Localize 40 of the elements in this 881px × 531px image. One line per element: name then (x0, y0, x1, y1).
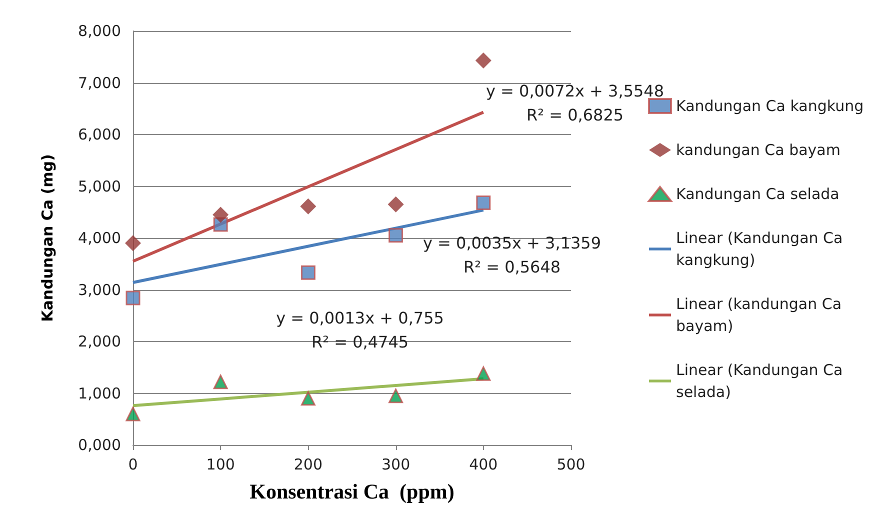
point (476, 196, 491, 210)
y-tick-label: 1,000 (78, 384, 121, 402)
y-tick-label: 4,000 (78, 229, 121, 247)
y-tick-label: 3,000 (78, 280, 121, 299)
point (126, 290, 140, 306)
x-tick-label: 400 (469, 456, 498, 474)
x-tick-label: 300 (381, 456, 410, 474)
y-tick-label: 2,000 (78, 332, 121, 350)
point (388, 228, 404, 243)
point (300, 391, 316, 406)
y-axis-title: Kandungan Ca (mg) (38, 154, 56, 322)
x-tick-label: 200 (294, 456, 323, 474)
legend-label: Kandungan Ca kangkung (676, 97, 864, 115)
y-tick-label: 8,000 (78, 22, 121, 40)
legend-label: kandungan Ca bayam (676, 141, 840, 159)
point (476, 366, 491, 381)
legend-label: Linear (Kandungan Ca kangkung) (676, 229, 848, 269)
y-tick-label: 7,000 (78, 74, 121, 92)
point (126, 406, 140, 422)
legend-label: Kandungan Ca selada (676, 185, 840, 203)
x-axis-title: Konsentrasi Ca (ppm) (250, 480, 454, 504)
annotation: y = 0,0013x + 0,755 R² = 0,4745 (276, 308, 444, 352)
point (388, 196, 404, 212)
legend-label: Linear (kandungan Ca bayam) (676, 295, 846, 335)
point (475, 52, 492, 68)
annotation: y = 0,0035x + 3,1359 R² = 0,5648 (422, 234, 602, 276)
x-tick-label: 0 (128, 456, 138, 474)
point (388, 388, 404, 404)
x-tick-label: 100 (206, 456, 235, 474)
point (300, 265, 316, 280)
x-tick-label: 500 (556, 456, 586, 474)
legend-label: Linear (Kandungan Ca selada) (676, 361, 848, 401)
y-tick-label: 5,000 (78, 177, 121, 196)
point (213, 374, 228, 390)
point (125, 235, 141, 252)
point (212, 206, 229, 223)
y-tick-label: 6,000 (78, 126, 121, 144)
point (300, 198, 316, 214)
annotation: y = 0,0072x + 3,5548 R² = 0,6825 (486, 82, 664, 124)
y-tick-label: 0,000 (78, 436, 121, 454)
